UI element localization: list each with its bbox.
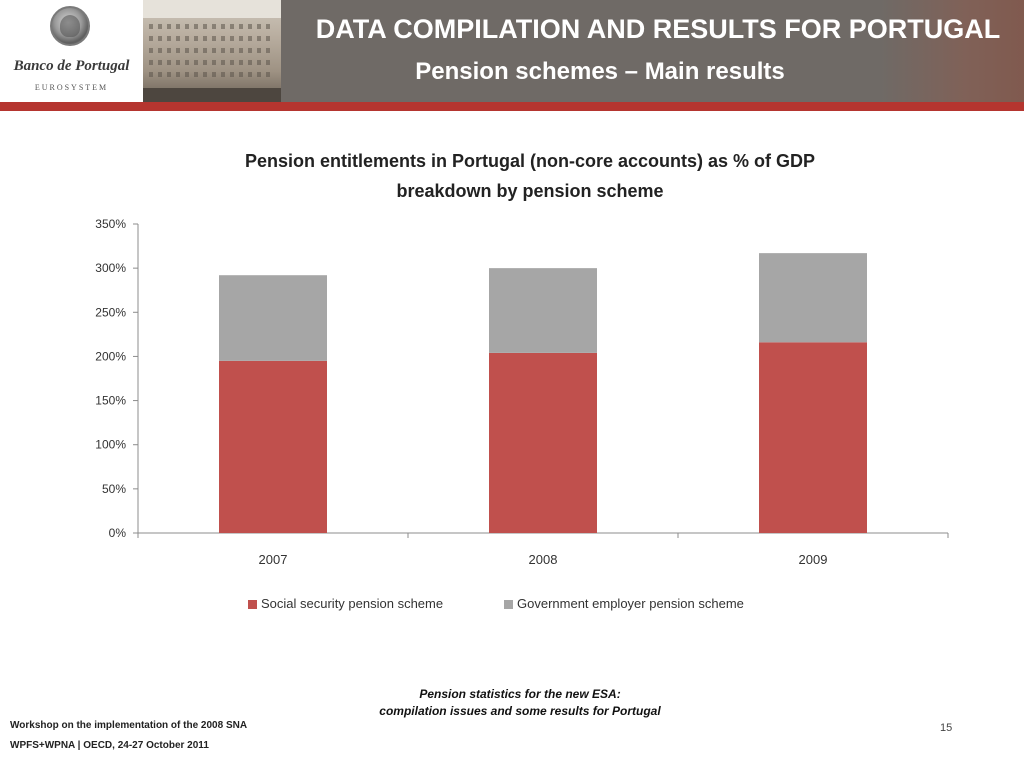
chart-title-line2: breakdown by pension scheme xyxy=(396,181,664,201)
header-bar: Banco de Portugal EUROSYSTEM DATA COMPIL… xyxy=(0,0,1024,102)
legend-swatch xyxy=(248,600,257,609)
page-number: 15 xyxy=(940,722,953,734)
page-title: DATA COMPILATION AND RESULTS FOR PORTUGA… xyxy=(315,14,1001,44)
legend-swatch xyxy=(504,600,513,609)
y-tick-label: 100% xyxy=(95,438,126,452)
footer-center-line1: Pension statistics for the new ESA: xyxy=(419,687,621,701)
y-tick-label: 150% xyxy=(95,394,126,408)
chart-title: Pension entitlements in Portugal (non-co… xyxy=(180,146,880,206)
decorative-background xyxy=(880,0,1024,102)
bank-subtitle: EUROSYSTEM xyxy=(34,83,109,92)
bank-seal-icon xyxy=(50,6,90,46)
building-photo xyxy=(143,0,281,102)
y-tick-label: 200% xyxy=(95,349,126,363)
chart-title-line1: Pension entitlements in Portugal (non-co… xyxy=(244,151,816,171)
footer-event: WPFS+WPNA | OECD, 24-27 October 2011 xyxy=(10,740,209,751)
x-tick-label: 2008 xyxy=(529,552,558,567)
x-tick-label: 2009 xyxy=(799,552,828,567)
bar-government-employer xyxy=(489,268,597,353)
stacked-bar-chart: 0% 50% 100% 150% 200% 250% 300% 350% 2007 2008 200… xyxy=(95,217,949,567)
footer-presentation-title: Pension statistics for the new ESA: comp… xyxy=(300,686,740,720)
y-tick-label: 350% xyxy=(95,217,126,231)
legend-label: Government employer pension scheme xyxy=(517,596,744,611)
y-tick-label: 50% xyxy=(102,482,126,496)
y-tick-label: 300% xyxy=(95,261,126,275)
bank-logo: Banco de Portugal EUROSYSTEM xyxy=(0,0,143,102)
header-divider xyxy=(0,102,1024,111)
bar-social-security xyxy=(489,352,597,533)
y-tick-label: 250% xyxy=(95,305,126,319)
legend-label: Social security pension scheme xyxy=(261,596,444,611)
x-tick-label: 2007 xyxy=(259,552,288,567)
bar-government-employer xyxy=(219,275,327,361)
page-subtitle: Pension schemes – Main results xyxy=(415,58,785,85)
bar-social-security xyxy=(759,342,867,533)
footer-workshop: Workshop on the implementation of the 20… xyxy=(10,720,248,731)
y-tick-label: 0% xyxy=(109,526,127,540)
bar-social-security xyxy=(219,360,327,533)
bank-name: Banco de Portugal xyxy=(13,58,130,74)
bar-government-employer xyxy=(759,253,867,343)
footer-center-line2: compilation issues and some results for … xyxy=(379,704,661,718)
